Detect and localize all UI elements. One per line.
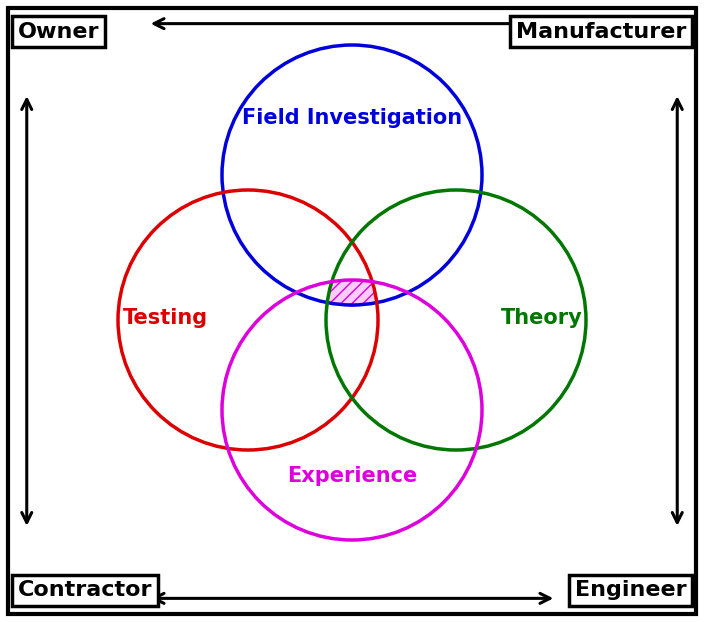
Text: Manufacturer: Manufacturer — [516, 22, 686, 42]
Text: Engineer: Engineer — [574, 580, 686, 600]
Text: Testing: Testing — [122, 308, 208, 328]
Text: Owner: Owner — [18, 22, 99, 42]
Text: Field Investigation: Field Investigation — [242, 108, 462, 128]
Text: Contractor: Contractor — [18, 580, 152, 600]
Text: Experience: Experience — [287, 466, 417, 486]
Polygon shape — [327, 280, 377, 306]
Text: Theory: Theory — [501, 308, 583, 328]
